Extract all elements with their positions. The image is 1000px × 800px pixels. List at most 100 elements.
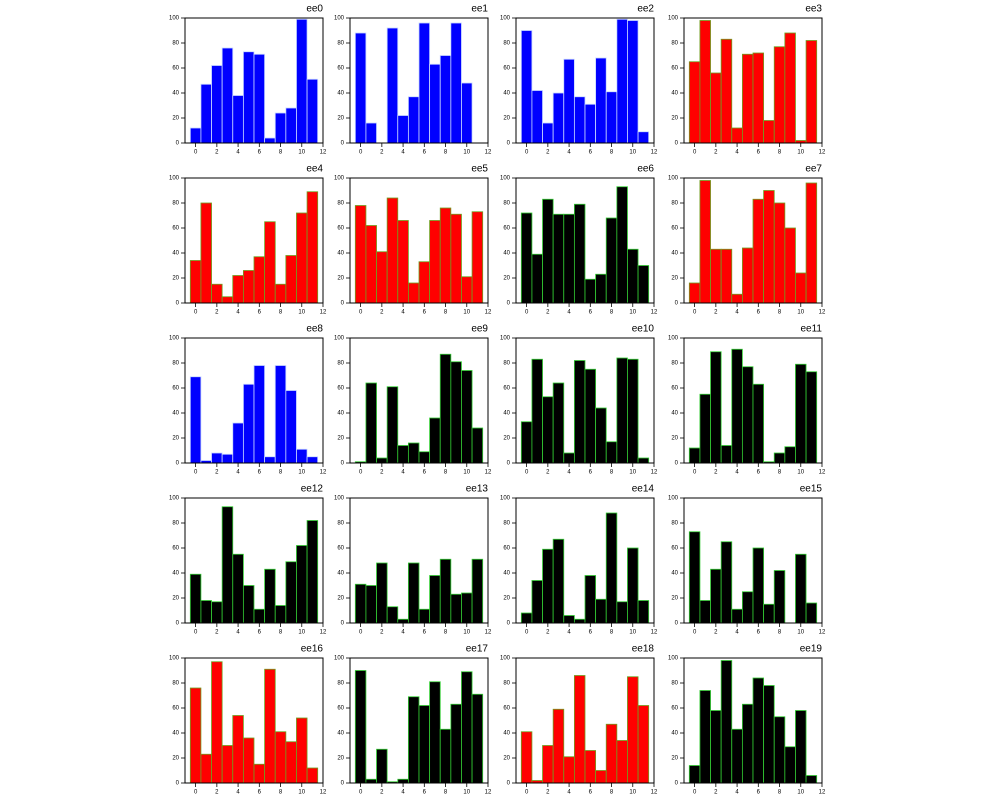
bar (242, 51, 255, 144)
bar (688, 765, 701, 784)
y-tick-label: 100 (169, 16, 180, 22)
bar (752, 383, 765, 464)
y-tick-label: 80 (172, 201, 179, 207)
bar (274, 283, 287, 304)
x-tick-label: 0 (359, 470, 363, 476)
x-tick-label: 10 (629, 150, 636, 156)
bar (386, 606, 399, 624)
x-tick-label: 6 (258, 470, 262, 476)
bar (232, 422, 244, 464)
x-tick-label: 2 (215, 790, 219, 796)
y-tick-label: 80 (503, 521, 510, 527)
x-tick-label: 6 (258, 790, 262, 796)
y-tick-label: 40 (172, 571, 179, 577)
plot-frame (515, 17, 655, 144)
y-tick-label: 40 (503, 571, 510, 577)
y-tick-label: 60 (503, 546, 510, 552)
plot-frame (683, 177, 823, 304)
x-tick-label: 8 (444, 310, 448, 316)
bar (365, 585, 377, 624)
bar (752, 677, 765, 784)
bar (595, 770, 607, 784)
bar (520, 212, 533, 304)
bar (376, 562, 388, 624)
bar (386, 197, 399, 304)
bar (720, 38, 733, 144)
bar (605, 441, 618, 464)
bar (710, 248, 722, 304)
x-tick-label: 6 (757, 310, 761, 316)
bar (616, 357, 628, 464)
bar (795, 710, 807, 784)
bar (710, 351, 722, 464)
bar (573, 618, 586, 624)
y-tick-label: 40 (172, 91, 179, 97)
x-tick-label: 8 (444, 470, 448, 476)
bar (285, 390, 297, 464)
plot-frame (184, 337, 324, 464)
x-tick-label: 12 (651, 630, 658, 636)
bar (253, 256, 266, 304)
bar (450, 213, 462, 304)
bar (253, 365, 266, 464)
bar (542, 198, 554, 304)
x-tick-label: 2 (714, 790, 718, 796)
x-tick-label: 10 (797, 630, 804, 636)
bar (741, 247, 754, 304)
y-tick-label: 20 (671, 436, 678, 442)
x-tick-label: 0 (194, 790, 198, 796)
bar (264, 221, 276, 304)
y-tick-label: 80 (172, 361, 179, 367)
bar (584, 278, 597, 304)
x-tick-label: 12 (485, 150, 492, 156)
x-tick-label: 10 (629, 630, 636, 636)
x-tick-label: 4 (567, 630, 571, 636)
x-tick-label: 8 (279, 470, 283, 476)
bar (386, 27, 399, 144)
x-tick-label: 8 (610, 790, 614, 796)
y-tick-label: 20 (172, 596, 179, 602)
x-tick-label: 8 (610, 310, 614, 316)
y-tick-label: 80 (671, 201, 678, 207)
bar (407, 96, 420, 144)
bar (795, 363, 807, 464)
bar (531, 253, 543, 304)
bar (365, 382, 377, 464)
bar (200, 600, 212, 624)
chart-title: ee15 (800, 484, 823, 495)
y-tick-label: 40 (337, 571, 344, 577)
x-tick-label: 2 (714, 630, 718, 636)
bar (397, 618, 409, 624)
bar (752, 52, 765, 144)
x-tick-label: 8 (279, 310, 283, 316)
bar (795, 553, 807, 624)
x-tick-label: 4 (236, 630, 240, 636)
chart-title: ee3 (805, 4, 822, 15)
bar (688, 61, 701, 144)
bar (552, 708, 565, 784)
y-tick-label: 60 (503, 66, 510, 72)
bar (752, 198, 765, 304)
x-tick-label: 0 (194, 150, 198, 156)
x-tick-label: 0 (525, 630, 529, 636)
y-tick-label: 60 (337, 706, 344, 712)
bar (773, 46, 786, 144)
y-tick-label: 80 (671, 41, 678, 47)
bar (232, 95, 244, 144)
plot-frame (184, 17, 324, 144)
x-tick-label: 6 (589, 790, 593, 796)
bar (542, 548, 554, 624)
bar (471, 558, 484, 624)
bar (200, 83, 212, 144)
chart-title: ee12 (301, 484, 324, 495)
x-tick-label: 12 (485, 630, 492, 636)
x-tick-label: 2 (546, 630, 550, 636)
bar (595, 407, 607, 464)
bar (354, 670, 367, 784)
y-tick-label: 0 (341, 781, 345, 787)
y-tick-label: 100 (169, 496, 180, 502)
y-tick-label: 40 (671, 251, 678, 257)
bar (189, 376, 202, 464)
y-tick-label: 100 (334, 656, 345, 662)
bar (542, 396, 554, 464)
